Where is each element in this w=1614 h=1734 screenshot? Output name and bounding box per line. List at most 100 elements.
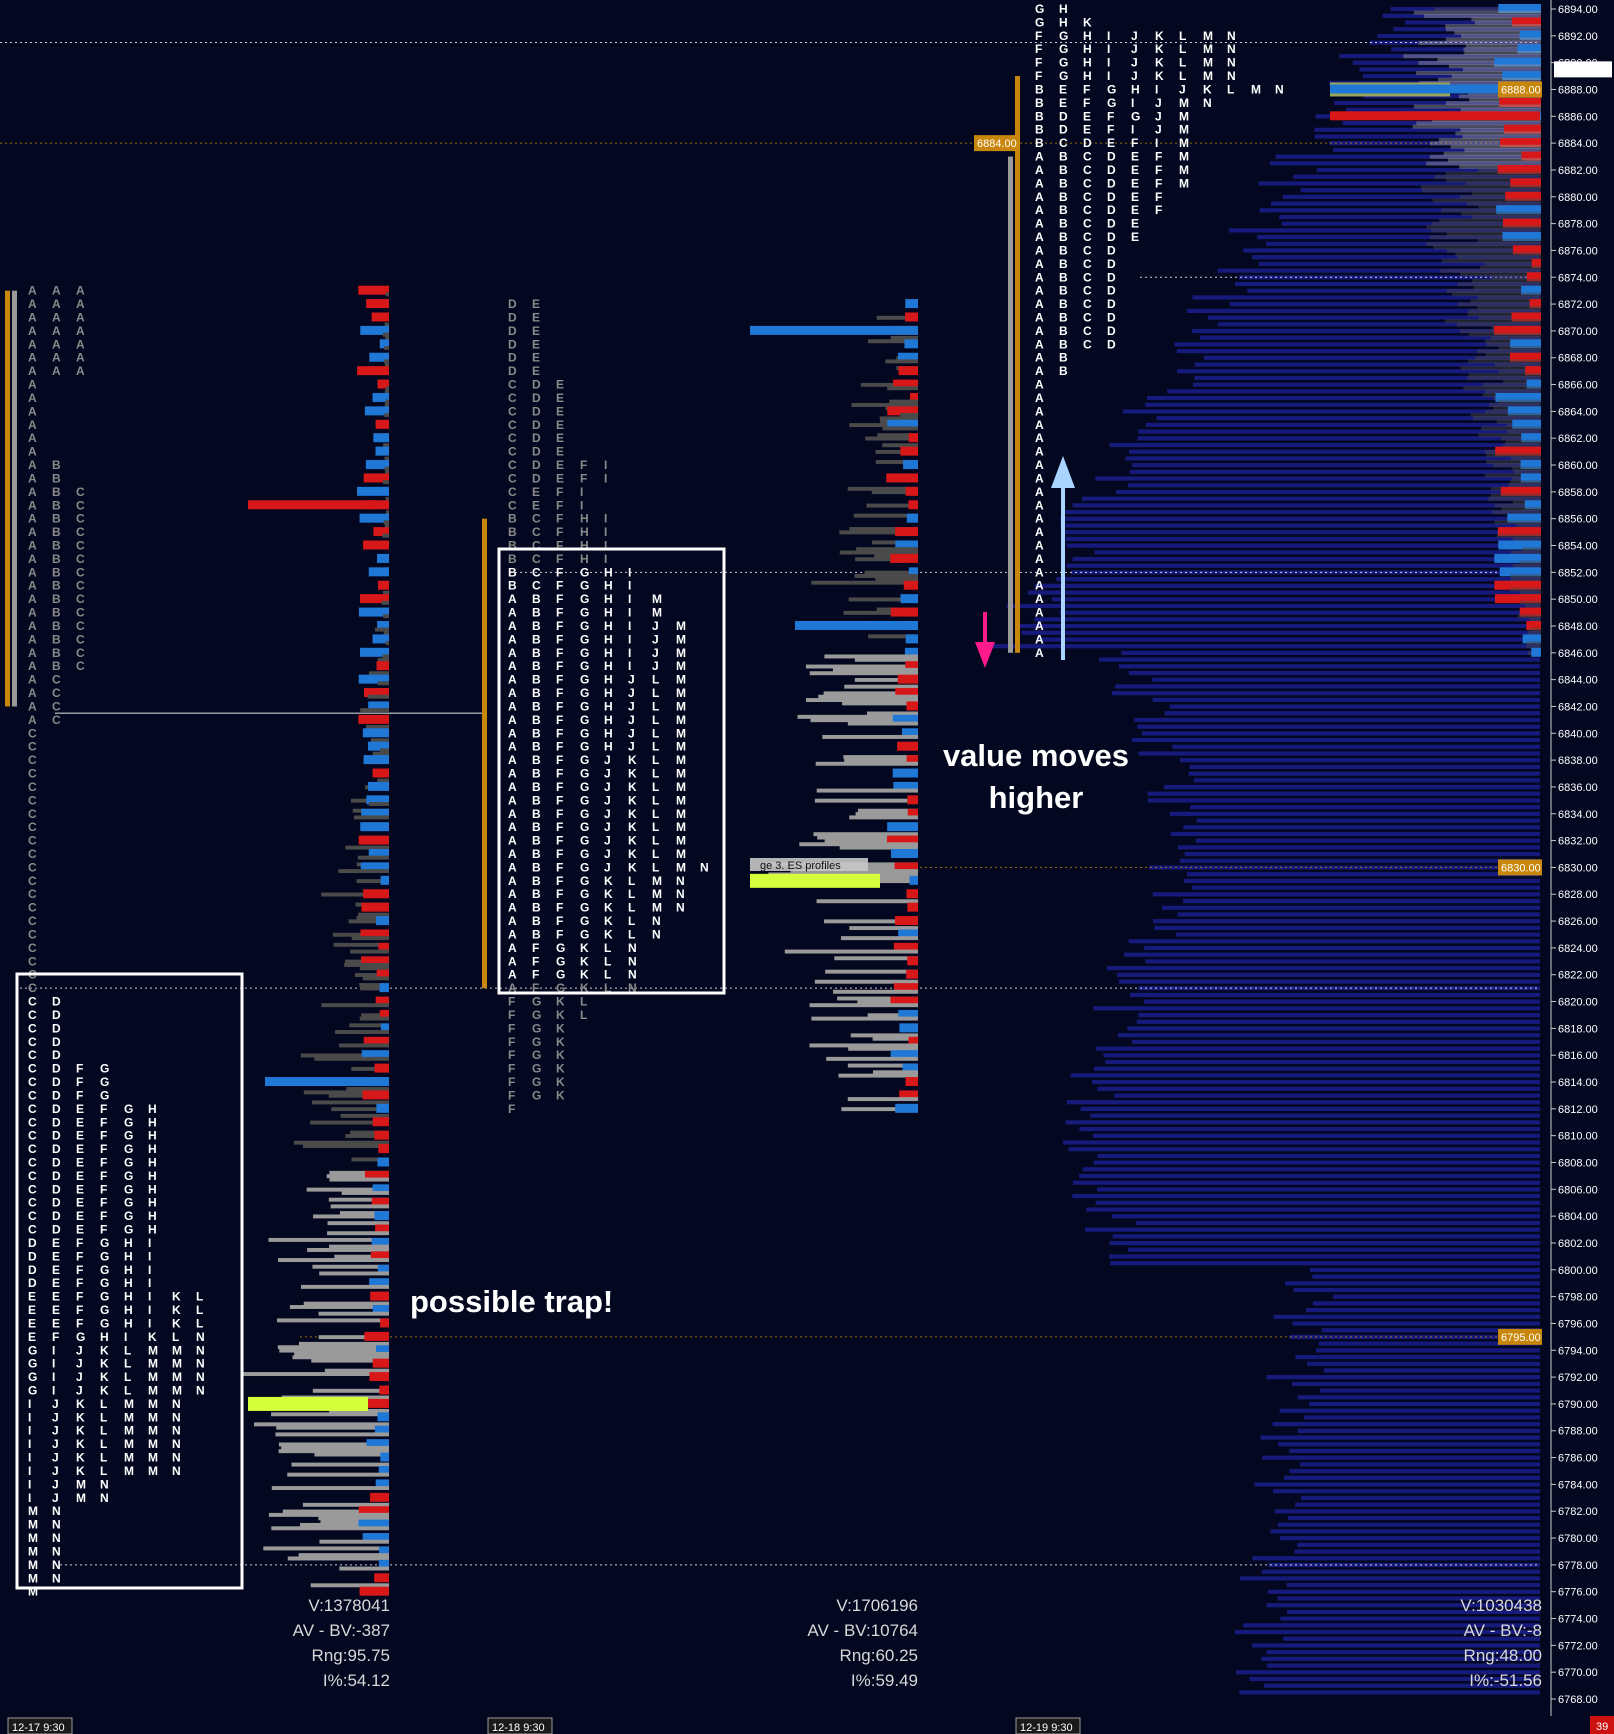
profile-row	[1479, 265, 1541, 270]
tpo-letter: A	[1035, 391, 1044, 405]
price-tick-label: 6768.00	[1558, 1694, 1598, 1706]
tpo-letter: L	[580, 1008, 587, 1022]
tpo-letter: G	[1107, 82, 1116, 96]
tpo-letter: G	[532, 1088, 541, 1102]
delta-bar	[1531, 647, 1541, 657]
tpo-letter: A	[508, 981, 517, 995]
price-axis[interactable]: 6894.006892.006890.006888.006886.006884.…	[1550, 0, 1614, 1716]
delta-bar	[380, 1318, 389, 1328]
composite-bar	[1109, 1240, 1540, 1246]
tpo-letter: D	[532, 378, 541, 392]
tpo-letter: M	[676, 659, 686, 673]
profile-row	[384, 456, 389, 461]
profile-row	[1450, 144, 1541, 149]
tpo-letter: C	[28, 981, 37, 995]
composite-bar	[1144, 999, 1540, 1004]
tpo-letter: F	[556, 927, 563, 941]
tpo-letter: L	[628, 914, 635, 928]
tpo-letter: C	[76, 498, 85, 512]
tpo-letter: C	[28, 740, 37, 754]
profile-row	[847, 1097, 918, 1102]
tpo-letter: B	[532, 847, 541, 861]
tpo-letter: G	[28, 1384, 37, 1398]
delta-bar	[890, 607, 918, 617]
delta-bar	[1503, 218, 1541, 228]
tpo-letter: K	[628, 834, 637, 848]
tpo-letter: K	[580, 981, 589, 995]
delta-bar	[360, 325, 389, 335]
delta-bar	[376, 969, 389, 979]
tpo-letter: A	[1035, 592, 1044, 606]
price-tick-label: 6832.00	[1558, 836, 1598, 848]
delta-bar	[378, 942, 389, 952]
tpo-letter: N	[628, 968, 637, 982]
tpo-letter: C	[1083, 297, 1092, 311]
tpo-letter: F	[556, 753, 563, 767]
volume-label-day3: V:1030438	[1460, 1596, 1542, 1615]
profile-row	[1496, 533, 1541, 538]
composite-bar	[1129, 469, 1540, 474]
composite-bar	[1266, 1650, 1540, 1655]
price-tick-label: 6858.00	[1558, 487, 1598, 499]
price-tick-label: 6816.00	[1558, 1050, 1598, 1062]
tpo-letter: I	[28, 1397, 31, 1411]
profile-row	[1426, 242, 1541, 246]
profile-row	[254, 1422, 389, 1427]
tpo-letter: C	[52, 673, 61, 687]
tpo-letter: G	[124, 1196, 133, 1210]
delta-bar	[365, 460, 389, 470]
profile-row	[329, 1170, 389, 1175]
tpo-letter: K	[76, 1424, 85, 1438]
tpo-letter: F	[556, 565, 563, 579]
price-tick-label: 6824.00	[1558, 943, 1598, 955]
tpo-letter: A	[28, 297, 37, 311]
tpo-letter: E	[532, 324, 540, 338]
profile-row	[360, 708, 389, 713]
tpo-letter: C	[28, 927, 37, 941]
profile-row	[1526, 641, 1541, 646]
tpo-letter: A	[28, 337, 37, 351]
profile-row	[1477, 349, 1541, 354]
profile-row	[368, 671, 389, 676]
delta-bar	[1494, 325, 1541, 335]
tpo-letter: M	[652, 901, 662, 915]
tpo-letter: L	[604, 981, 611, 995]
profile-row	[1433, 245, 1541, 250]
tpo-letter: L	[652, 847, 659, 861]
tpo-letter: B	[52, 619, 61, 633]
tpo-letter: L	[628, 927, 635, 941]
tpo-letter: A	[28, 418, 37, 432]
tpo-letter: A	[1035, 230, 1044, 244]
price-tick-label: 6872.00	[1558, 299, 1598, 311]
tpo-letter: B	[52, 606, 61, 620]
tpo-letter: F	[100, 1196, 107, 1210]
composite-bar	[1252, 1556, 1540, 1561]
tpo-letter: J	[628, 713, 635, 727]
tpo-letter: C	[532, 525, 541, 539]
tpo-letter: G	[532, 995, 541, 1009]
tpo-letter: A	[28, 471, 37, 485]
tpo-letter: G	[580, 646, 589, 660]
composite-bar	[1065, 536, 1540, 542]
profile-row	[844, 758, 918, 763]
tpo-letter: D	[1107, 150, 1116, 164]
composite-bar	[1390, 7, 1540, 12]
tpo-letter: C	[28, 941, 37, 955]
tpo-letter: K	[604, 914, 613, 928]
tpo-letter: K	[628, 860, 637, 874]
profile-row	[865, 436, 918, 441]
composite-bar	[1136, 1220, 1540, 1226]
tpo-letter: A	[52, 310, 61, 324]
profile-row	[1470, 413, 1541, 418]
tpo-letter: F	[100, 1142, 107, 1156]
tpo-letter: H	[604, 699, 613, 713]
composite-bar	[1272, 1422, 1540, 1427]
tpo-letter: D	[1083, 136, 1092, 150]
composite-bar	[1156, 416, 1540, 421]
profile-row	[1446, 288, 1541, 293]
tpo-letter: I	[1107, 69, 1110, 83]
tpo-letter: H	[604, 713, 613, 727]
tpo-letter: M	[148, 1451, 158, 1465]
tpo-letter: L	[100, 1464, 107, 1478]
composite-bar	[1079, 1126, 1540, 1132]
